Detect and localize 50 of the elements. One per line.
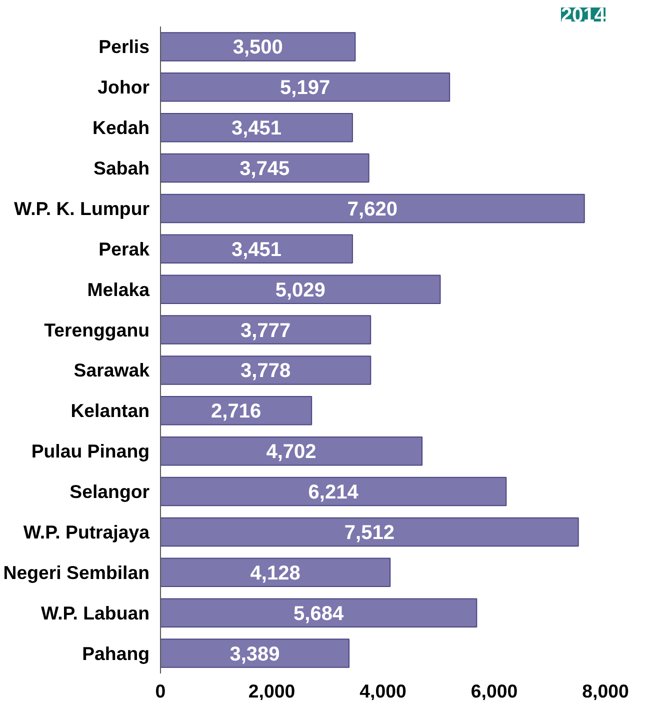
y-tick-label: Pahang [82,642,150,664]
y-tick-label: Pulau Pinang [31,440,150,462]
bar [160,517,579,547]
bar [160,72,450,102]
bar [160,598,478,628]
data-label: 3,451 [231,238,282,261]
y-tick-label: Sarawak [74,360,150,381]
data-label: 7,620 [347,198,398,220]
y-tick-label: W.P. K. Lumpur [14,198,150,219]
y-tick-label: Johor [98,76,150,98]
data-label: 3,777 [240,320,291,342]
data-label: 3,778 [240,360,291,382]
data-label: 3,500 [232,36,283,59]
y-tick-label: Perlis [98,36,150,58]
y-tick-label: Kedah [92,117,150,138]
bar [160,274,441,304]
data-label: 3,451 [231,118,282,140]
y-tick-label: Terengganu [44,319,150,340]
data-label: 2,716 [211,400,262,423]
data-label: 7,512 [344,522,394,544]
bar [160,112,353,142]
y-tick-label: Perak [98,238,150,260]
y-tick-label: Sabah [94,158,150,179]
bar [160,476,507,506]
data-label: 5,684 [294,602,344,625]
annotation: 2014 [561,4,606,26]
y-tick-label: W.P. Putrajaya [23,521,150,542]
bar [160,234,353,264]
bar [160,558,391,588]
data-label: 6,214 [308,482,360,504]
y-tick-label: Selangor [70,481,150,502]
y-tick-label: Negeri Sembilan [3,562,150,583]
data-label: 5,029 [275,279,326,302]
bar [160,194,585,224]
bar [160,436,423,466]
y-tick-label: Melaka [87,278,150,300]
bar [160,638,350,668]
bar [160,356,372,385]
data-label: 5,197 [280,77,330,100]
y-tick-label: Kelantan [70,400,150,422]
data-label: 4,128 [250,562,300,584]
bar [160,315,372,344]
bar [160,32,356,62]
bar [160,396,312,426]
data-label: 4,702 [266,441,316,464]
data-label: 3,745 [240,158,290,180]
y-tick-label: W.P. Labuan [40,602,150,624]
x-tick-label: 0 [155,680,166,702]
bar [160,153,370,183]
data-label: 3,389 [230,643,280,666]
